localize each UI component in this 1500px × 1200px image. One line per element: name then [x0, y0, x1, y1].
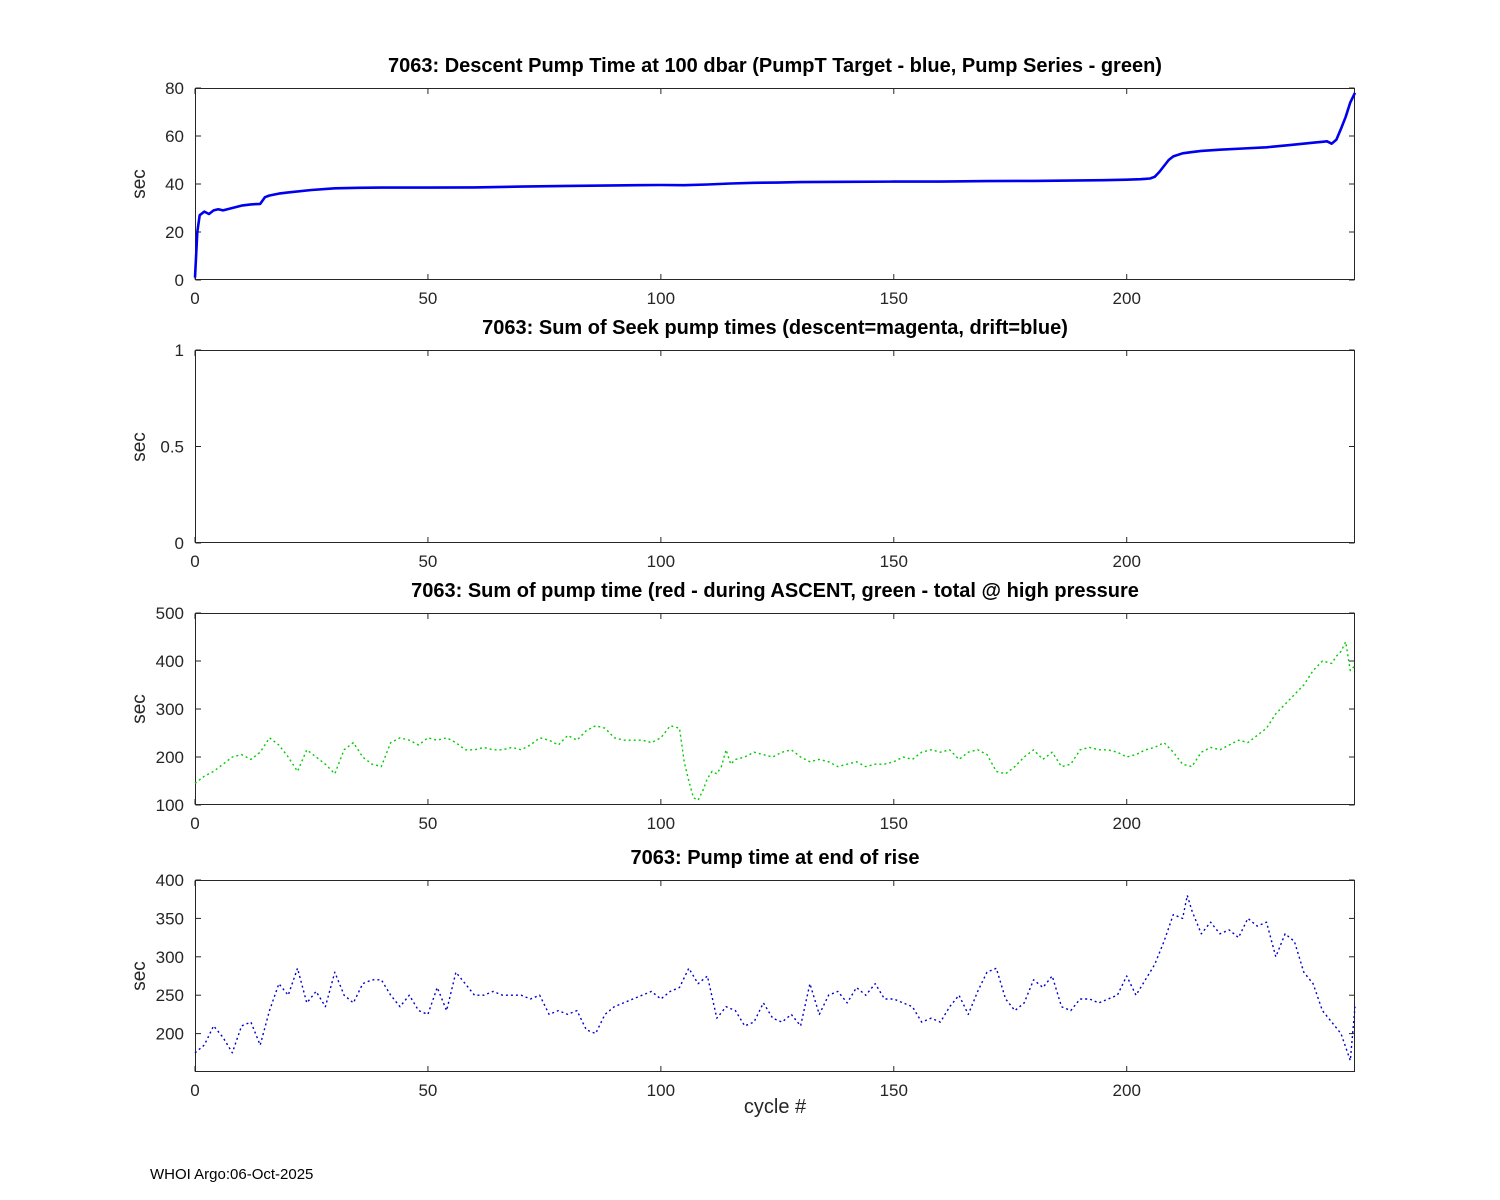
- svg-text:0.5: 0.5: [160, 438, 184, 457]
- plot2-axes: 0 50 100 150 200 0 0.5 1: [160, 341, 1355, 571]
- svg-text:0: 0: [175, 271, 184, 290]
- footer-text: WHOI Argo:06-Oct-2025: [150, 1166, 314, 1183]
- plot1-title: 7063: Descent Pump Time at 100 dbar (Pum…: [388, 55, 1162, 77]
- xaxis-label: cycle #: [743, 1096, 807, 1118]
- svg-text:200: 200: [156, 748, 184, 767]
- svg-text:0: 0: [190, 552, 199, 571]
- subplot-descent-pump-time: 7063: Descent Pump Time at 100 dbar (Pum…: [129, 55, 1357, 308]
- svg-text:50: 50: [418, 814, 437, 833]
- svg-text:200: 200: [1113, 814, 1141, 833]
- svg-text:150: 150: [880, 1081, 908, 1100]
- svg-text:300: 300: [156, 948, 184, 967]
- svg-text:150: 150: [880, 814, 908, 833]
- svg-text:200: 200: [1113, 552, 1141, 571]
- svg-text:100: 100: [647, 814, 675, 833]
- subplot-seek-pump-times: 7063: Sum of Seek pump times (descent=ma…: [129, 317, 1355, 571]
- svg-text:100: 100: [647, 289, 675, 308]
- svg-text:0: 0: [175, 534, 184, 553]
- svg-text:100: 100: [647, 1081, 675, 1100]
- plot4-title: 7063: Pump time at end of rise: [630, 847, 920, 869]
- plot2-ylabel: sec: [129, 431, 150, 462]
- svg-text:200: 200: [1113, 289, 1141, 308]
- svg-text:0: 0: [190, 1081, 199, 1100]
- svg-text:1: 1: [175, 341, 184, 360]
- svg-text:200: 200: [156, 1025, 184, 1044]
- plot1-ylabel: sec: [129, 169, 150, 199]
- svg-text:500: 500: [156, 604, 184, 623]
- svg-text:0: 0: [190, 814, 199, 833]
- svg-text:50: 50: [418, 1081, 437, 1100]
- subplot-pump-time-end-of-rise: 7063: Pump time at end of rise sec 0 50 10…: [129, 847, 1356, 1100]
- plot3-ylabel: sec: [129, 694, 150, 724]
- svg-text:20: 20: [165, 223, 184, 242]
- plot4-ylabel: sec: [129, 961, 150, 991]
- svg-text:60: 60: [165, 127, 184, 146]
- subplot-sum-pump-time: 7063: Sum of pump time (red - during ASC…: [129, 580, 1356, 833]
- svg-text:80: 80: [165, 79, 184, 98]
- svg-text:300: 300: [156, 700, 184, 719]
- svg-text:200: 200: [1113, 1081, 1141, 1100]
- svg-text:400: 400: [156, 871, 184, 890]
- svg-text:50: 50: [418, 289, 437, 308]
- svg-text:0: 0: [190, 289, 199, 308]
- svg-text:150: 150: [880, 289, 908, 308]
- svg-text:40: 40: [165, 175, 184, 194]
- plot4-axes: 0 50 100 150 200 200 250 300 350 400: [156, 871, 1356, 1100]
- svg-text:400: 400: [156, 652, 184, 671]
- plot2-title: 7063: Sum of Seek pump times (descent=ma…: [482, 317, 1068, 339]
- svg-text:250: 250: [156, 986, 184, 1005]
- svg-text:100: 100: [647, 552, 675, 571]
- plot1-axes: 0 50 100 150 200 0 20 40 60 80: [165, 79, 1357, 308]
- svg-text:100: 100: [156, 796, 184, 815]
- svg-text:350: 350: [156, 909, 184, 928]
- plot3-axes: 0 50 100 150 200 100 200 300 400 500: [156, 604, 1356, 833]
- svg-text:50: 50: [418, 552, 437, 571]
- svg-text:150: 150: [880, 552, 908, 571]
- plot3-title: 7063: Sum of pump time (red - during ASC…: [411, 580, 1139, 602]
